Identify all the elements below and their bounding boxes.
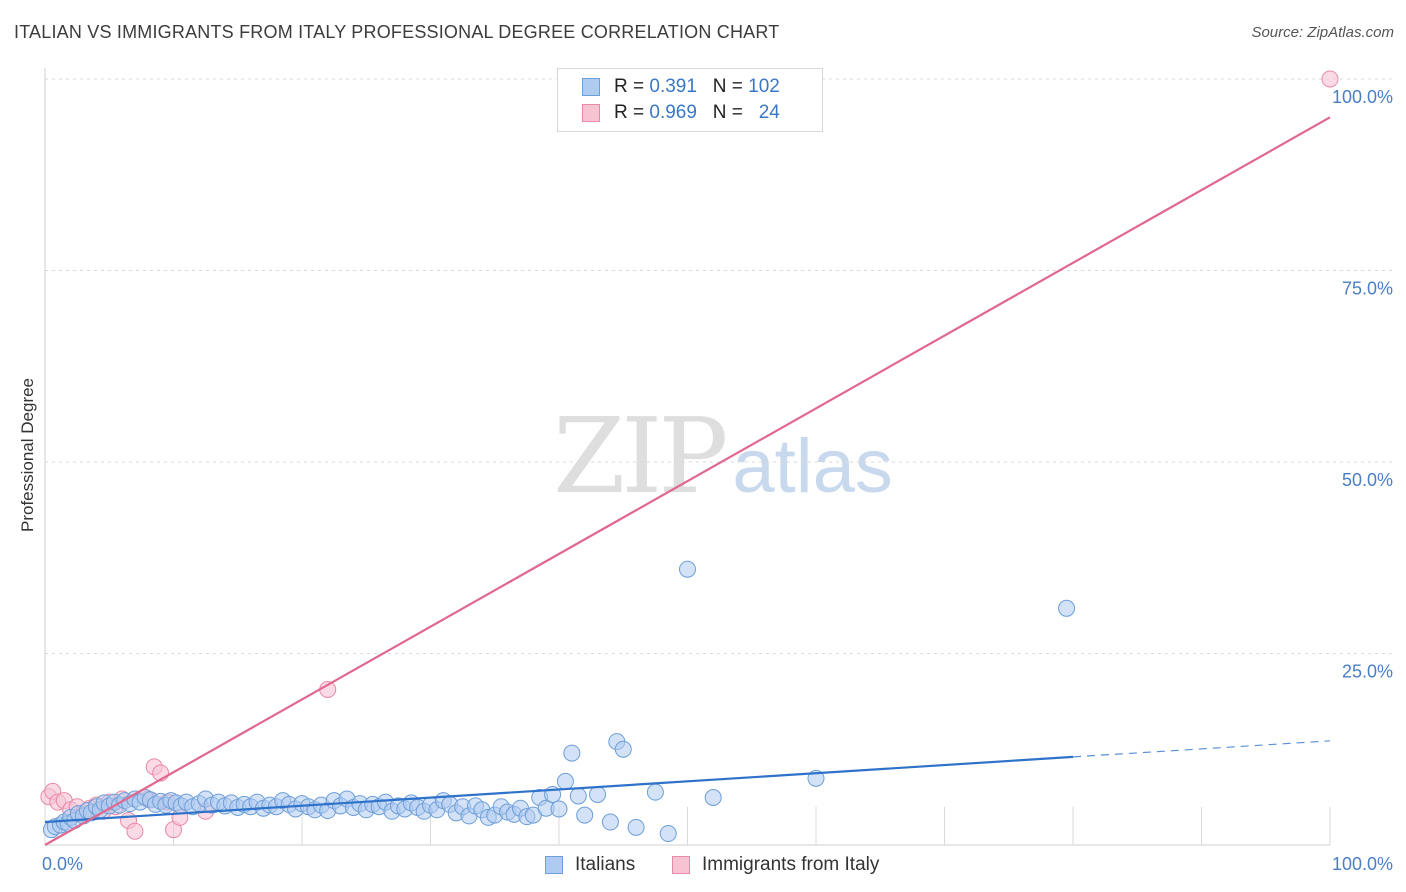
italians-point: [679, 560, 696, 578]
italians-point: [601, 813, 619, 831]
tick-labels: 25.0% 50.0% 75.0% 100.0% 0.0% 100.0%: [42, 87, 1393, 874]
italians-point: [569, 787, 587, 805]
source-label: Source: ZipAtlas.com: [1251, 24, 1394, 41]
legend-swatch-pink: [672, 856, 690, 874]
italians-point: [1058, 599, 1076, 617]
italians-point: [659, 825, 677, 843]
watermark-zip: ZIP: [553, 395, 728, 517]
watermark-atlas: atlas: [732, 424, 893, 509]
legend-swatch-pink: [582, 104, 600, 122]
y-tick-label: 100.0%: [1332, 87, 1393, 107]
watermark: ZIP atlas: [553, 395, 893, 517]
italians-point: [576, 806, 594, 824]
legend-r-label: R =: [614, 102, 645, 123]
italians-point: [550, 800, 568, 818]
italians-trend-line: [44, 755, 1074, 824]
legend-row-immigrants: R = 0.969 N = 24: [582, 100, 780, 126]
legend-n-label: N =: [712, 102, 743, 123]
immigrants-points: [40, 70, 1339, 840]
legend-r-value: 0.391: [649, 76, 697, 97]
italians-point: [589, 785, 607, 803]
chart-title: ITALIAN VS IMMIGRANTS FROM ITALY PROFESS…: [14, 22, 780, 42]
legend-r-value: 0.969: [649, 102, 697, 123]
italians-point: [614, 740, 632, 758]
immigrants-trend-line: [44, 116, 1331, 846]
legend-n-value: 24: [758, 102, 780, 123]
legend-n-value: 102: [748, 76, 780, 97]
legend-item-italians[interactable]: Italians: [545, 852, 635, 878]
legend-item-immigrants[interactable]: Immigrants from Italy: [672, 852, 879, 878]
legend-r-label: R =: [614, 76, 645, 97]
x-tick-label: 100.0%: [1332, 854, 1393, 874]
immigrants-point: [126, 822, 144, 840]
italians-trend-extension: [1072, 740, 1331, 758]
legend-swatch-blue: [545, 856, 563, 874]
y-tick-label: 75.0%: [1342, 279, 1393, 299]
italians-points: [42, 560, 1076, 843]
immigrants-point: [1321, 70, 1339, 88]
italians-point: [627, 818, 645, 836]
legend-label-italians: Italians: [575, 854, 636, 875]
italians-point: [563, 744, 581, 762]
trend-lines: [44, 116, 1331, 846]
legend-label-immigrants: Immigrants from Italy: [702, 854, 880, 875]
axis-layer: [44, 68, 1331, 846]
stats-legend: R = 0.391 N = 102 R = 0.969 N = 24: [557, 68, 823, 132]
legend-n-label: N =: [712, 76, 743, 97]
x-tick-label: 0.0%: [42, 854, 83, 874]
legend-swatch-blue: [582, 78, 600, 96]
legend-row-italians: R = 0.391 N = 102: [582, 74, 780, 100]
italians-point: [556, 772, 574, 790]
y-tick-label: 25.0%: [1342, 662, 1393, 682]
italians-point: [704, 789, 722, 807]
y-tick-label: 50.0%: [1342, 470, 1393, 490]
grid-layer: [45, 78, 1392, 654]
italians-point: [646, 783, 664, 801]
